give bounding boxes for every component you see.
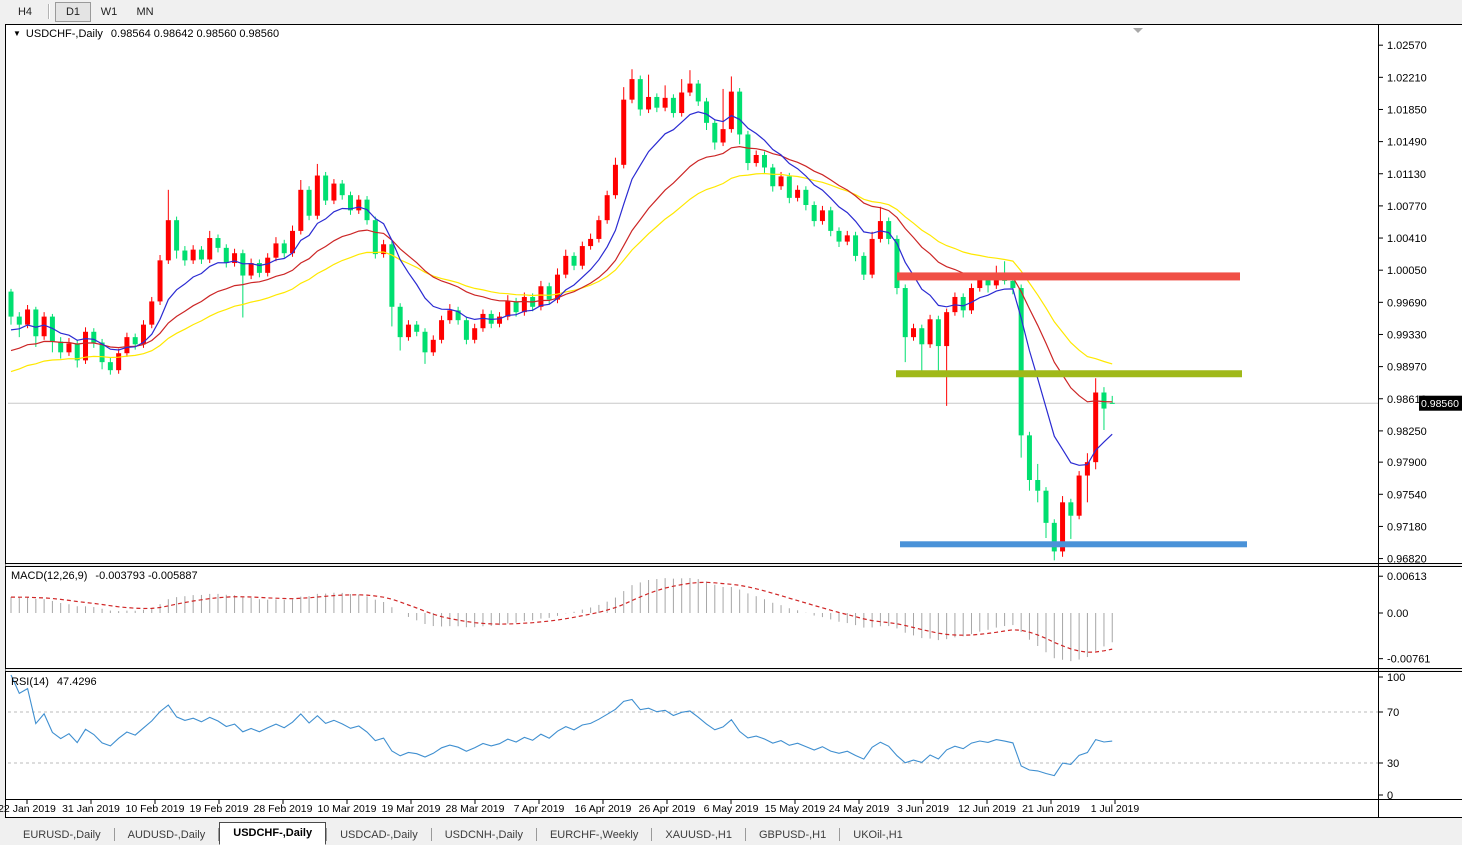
svg-text:0: 0 xyxy=(1387,790,1393,802)
tab-audusd-daily[interactable]: AUDUSD-,Daily xyxy=(127,829,206,841)
macd-panel[interactable] xyxy=(10,578,1113,662)
svg-text:1 Jul 2019: 1 Jul 2019 xyxy=(1091,803,1140,815)
svg-text:7 Apr 2019: 7 Apr 2019 xyxy=(514,803,565,815)
svg-text:0.97540: 0.97540 xyxy=(1387,489,1427,501)
timeframe-button-MN[interactable]: MN xyxy=(136,5,154,18)
svg-text:1.02570: 1.02570 xyxy=(1387,40,1427,52)
ma-fast-line xyxy=(10,111,1113,466)
chart-window xyxy=(5,24,1462,818)
svg-text:19 Mar 2019: 19 Mar 2019 xyxy=(382,803,441,815)
svg-text:10 Mar 2019: 10 Mar 2019 xyxy=(318,803,377,815)
svg-text:0.99690: 0.99690 xyxy=(1387,297,1427,309)
svg-text:0.97900: 0.97900 xyxy=(1387,457,1427,469)
svg-text:0.00: 0.00 xyxy=(1387,608,1408,620)
tab-separator xyxy=(745,828,746,841)
svg-text:26 Apr 2019: 26 Apr 2019 xyxy=(639,803,696,815)
tab-eurchf-weekly[interactable]: EURCHF-,Weekly xyxy=(549,829,639,841)
svg-text:0.96820: 0.96820 xyxy=(1387,554,1427,566)
svg-text:1.00770: 1.00770 xyxy=(1387,201,1427,213)
tab-separator xyxy=(535,828,537,841)
time-axis[interactable]: 22 Jan 2019 31 Jan 2019 10 Feb 2019 19 Feb … xyxy=(0,800,1139,815)
tab-xauusd-h1[interactable]: XAUUSD-,H1 xyxy=(665,829,732,841)
svg-text:1.02210: 1.02210 xyxy=(1387,72,1427,84)
svg-text:1.00050: 1.00050 xyxy=(1387,265,1427,277)
tab-usdchf-daily[interactable]: USDCHF-,Daily xyxy=(219,822,327,845)
svg-text:16 Apr 2019: 16 Apr 2019 xyxy=(575,803,632,815)
toolbar-separator xyxy=(48,4,50,19)
svg-text:0.00613: 0.00613 xyxy=(1387,571,1427,583)
svg-text:-0.00761: -0.00761 xyxy=(1387,654,1430,666)
svg-text:100: 100 xyxy=(1387,672,1405,684)
rsi-panel[interactable] xyxy=(8,674,1378,777)
main-price-panel[interactable] xyxy=(8,69,1378,561)
svg-text:10 Feb 2019: 10 Feb 2019 xyxy=(126,803,185,815)
macd-signal-line xyxy=(10,581,1113,653)
tab-separator xyxy=(218,828,220,841)
tab-separator xyxy=(113,828,115,841)
svg-text:1.01130: 1.01130 xyxy=(1387,169,1426,181)
timeframe-button-W1[interactable]: W1 xyxy=(100,5,118,18)
svg-text:28 Feb 2019: 28 Feb 2019 xyxy=(254,803,313,815)
tab-separator xyxy=(651,828,653,841)
tab-ukoil-h1[interactable]: UKOil-,H1 xyxy=(853,829,903,841)
svg-text:21 Jun 2019: 21 Jun 2019 xyxy=(1022,803,1080,815)
rsi-line xyxy=(10,674,1113,777)
svg-text:70: 70 xyxy=(1387,707,1399,719)
svg-text:6 May 2019: 6 May 2019 xyxy=(704,803,759,815)
tab-eurusd-daily[interactable]: EURUSD-,Daily xyxy=(23,829,101,841)
svg-text:12 Jun 2019: 12 Jun 2019 xyxy=(958,803,1016,815)
frame-lines xyxy=(5,24,1462,818)
svg-text:19 Feb 2019: 19 Feb 2019 xyxy=(190,803,249,815)
resistance-line xyxy=(897,272,1240,281)
tab-usdcnh-daily[interactable]: USDCNH-,Daily xyxy=(444,829,523,841)
svg-text:28 Mar 2019: 28 Mar 2019 xyxy=(446,803,505,815)
tab-separator xyxy=(430,828,432,841)
current-price-label: 0.98560 xyxy=(1421,398,1459,410)
chart-tabbar: EURUSD-,Daily AUDUSD-,Daily USDCHF-,Daily U… xyxy=(0,822,1462,845)
svg-text:24 May 2019: 24 May 2019 xyxy=(829,803,890,815)
ma-slow-line xyxy=(10,172,1113,373)
timeframe-button-H4[interactable]: H4 xyxy=(17,5,33,18)
timeframe-toolbar: H4 D1 W1 MN xyxy=(0,0,1462,23)
svg-text:0.98250: 0.98250 xyxy=(1387,426,1427,438)
svg-text:30: 30 xyxy=(1387,758,1399,770)
mid-support-line xyxy=(896,370,1242,378)
tab-separator xyxy=(839,828,841,841)
svg-text:22 Jan 2019: 22 Jan 2019 xyxy=(0,803,56,815)
svg-text:1.00410: 1.00410 xyxy=(1387,233,1427,245)
current-price-box xyxy=(1419,395,1462,411)
tab-separator xyxy=(326,828,328,841)
tab-usdcad-daily[interactable]: USDCAD-,Daily xyxy=(340,829,418,841)
chart-shift-icon xyxy=(1133,28,1143,33)
svg-text:1.01850: 1.01850 xyxy=(1387,104,1427,116)
svg-text:31 Jan 2019: 31 Jan 2019 xyxy=(62,803,120,815)
svg-text:1.01490: 1.01490 xyxy=(1387,137,1427,149)
timeframe-button-D1[interactable]: D1 xyxy=(55,1,91,22)
ma-mid-line xyxy=(10,145,1113,403)
svg-text:0.98970: 0.98970 xyxy=(1387,362,1427,374)
lower-support-line xyxy=(900,541,1247,548)
svg-text:3 Jun 2019: 3 Jun 2019 xyxy=(897,803,949,815)
svg-text:0.98610: 0.98610 xyxy=(1387,394,1427,406)
tab-gbpusd-h1[interactable]: GBPUSD-,H1 xyxy=(759,829,827,841)
svg-text:15 May 2019: 15 May 2019 xyxy=(765,803,826,815)
svg-text:0.99330: 0.99330 xyxy=(1387,329,1427,341)
svg-text:0.97180: 0.97180 xyxy=(1387,521,1427,533)
price-scale[interactable]: 1.02570 1.02210 1.01850 1.01490 1.01130 1.007… xyxy=(1378,40,1462,802)
